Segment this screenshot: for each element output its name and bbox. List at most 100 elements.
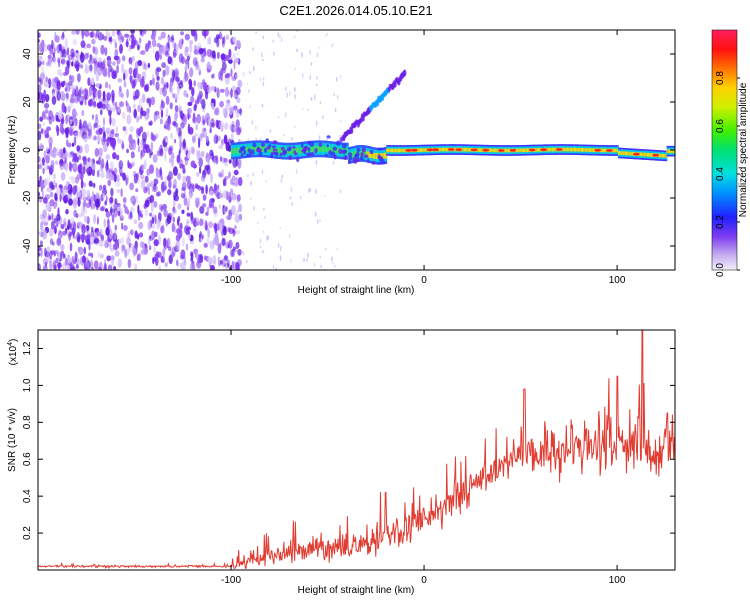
spectrogram-band-core [402,148,405,153]
spectrogram-noise-blob [206,85,212,94]
spectrogram-noise-blob [85,239,91,245]
spectrogram-noise-blob [42,121,45,127]
spectrogram-noise-blob [158,203,164,211]
spectrogram-band-scatter [293,150,297,155]
spectrogram-noise-blob [79,96,83,103]
spectrogram-noise-blob [227,191,232,200]
spectrogram-noise-blob [195,123,198,131]
spectrogram-noise-blob [110,187,114,197]
spectrogram-noise-blob [207,228,210,238]
spectrogram-noise-blob [42,229,48,240]
spectrogram-noise-blob [207,118,211,126]
spectrogram-noise-blob [54,250,59,255]
spectrogram-noise-blob [237,158,242,169]
spectrogram-noise-blob [167,188,172,196]
spectrogram-noise-blob [165,137,169,143]
spectrogram-band-core [262,146,265,152]
spectrogram-noise-blob [154,50,160,62]
spectrogram-noise-blob [117,106,121,113]
spectrogram-noise-blob [72,114,76,124]
spectrogram-band-core [620,151,623,155]
spectrogram-noise-blob [106,255,111,262]
spectrogram-band-core [553,147,555,152]
spectrogram-y-label: Frequency (Hz) [7,116,18,185]
spectrogram-noise-blob [58,251,61,260]
spectrogram-noise-blob [73,130,78,137]
spectrogram-noise-blob [177,241,181,251]
spectrogram-noise-blob [93,194,96,203]
spectrogram-noise-blob [105,210,111,218]
spectrogram-noise-blob [104,263,107,270]
spectrogram-noise-blob [49,181,54,190]
spectrogram-speckle [280,177,283,184]
spectrogram-noise-blob [43,178,48,187]
spectrogram-speckle [246,260,248,264]
spectrogram-noise-blob [138,210,142,217]
spectrogram-noise-blob [187,58,190,70]
spectrogram-noise-blob [169,102,173,110]
spectrogram-noise-blob [38,84,42,93]
spectrogram-noise-blob [178,53,184,64]
spectrogram-noise-blob [77,246,81,252]
spectrogram-noise-blob [162,203,168,210]
spectrogram-speckle [259,245,262,249]
spectrogram-speckle [307,252,309,258]
spectrogram-noise-blob [78,131,82,138]
spectrogram-noise-blob [94,147,100,157]
spectrogram-band-core [536,148,539,152]
spectrogram-noise-blob [211,98,215,103]
spectrogram-noise-blob [56,213,61,222]
spectrogram-noise-blob [56,80,61,91]
spectrogram-noise-blob [93,260,99,269]
colorbar-tick-label: 0.2 [715,215,726,229]
spectrogram-speckle [334,264,336,268]
spectrogram-noise-blob [219,222,223,233]
spectrogram-noise-blob [41,110,46,119]
spectrogram-noise-blob [69,165,73,173]
spectrogram-noise-blob [114,198,118,205]
snr-y-ticks: 0.2 0.4 0.6 0.8 1.0 1.2 [22,341,675,540]
spectrogram-speckle [319,219,321,222]
spectrogram-noise-blob [230,178,234,185]
spectrogram-band-core [504,148,507,153]
spectrogram-noise-blob [74,52,79,57]
spectrogram-noise-blob [190,95,195,103]
spectrogram-noise-blob [174,113,178,124]
spectrogram-band-core [492,148,495,153]
spectrogram-noise-blob [153,113,156,123]
spectrogram-noise-blob [215,107,220,116]
spectrogram-noise-blob [126,114,132,125]
spectrogram-noise-blob [117,78,123,83]
spectrogram-noise-blob [54,160,59,165]
spectrogram-noise-blob [53,204,57,209]
spectrogram-noise-blob [224,122,229,130]
spectrogram-speckle [255,126,257,130]
spectrogram-noise-blob [51,96,57,105]
spectrogram-y-tick-label: -20 [22,190,33,205]
spectrogram-noise-blob [155,114,161,120]
spectrogram-noise-blob [145,43,149,52]
spectrogram-noise-blob [73,209,78,218]
spectrogram-noise-blob [94,33,98,39]
spectrogram-speckle [277,243,280,248]
spectrogram-noise-blob [152,77,155,86]
spectrogram-noise-blob [112,265,117,270]
spectrogram-noise-blob [128,242,132,248]
spectrogram-noise-blob [141,166,145,171]
spectrogram-noise-blob [75,86,79,95]
spectrogram-noise-blob [182,175,187,183]
spectrogram-noise-blob [224,73,230,79]
spectrogram-noise-blob [44,129,49,135]
spectrogram-noise-blob [84,123,89,132]
spectrogram-noise-blob [56,90,61,102]
spectrogram-band-scatter [352,157,356,163]
spectrogram-noise-blob [164,50,169,56]
spectrogram-x-tick-label: 0 [421,275,427,286]
spectrogram-noise-blob [213,210,219,218]
spectrogram-noise-blob [108,37,112,42]
spectrogram-noise-blob [69,242,73,252]
spectrogram-noise-blob [45,154,50,164]
spectrogram-noise-blob [43,221,49,226]
spectrogram-band-scatter [243,149,247,155]
spectrogram-noise-blob [102,184,107,190]
